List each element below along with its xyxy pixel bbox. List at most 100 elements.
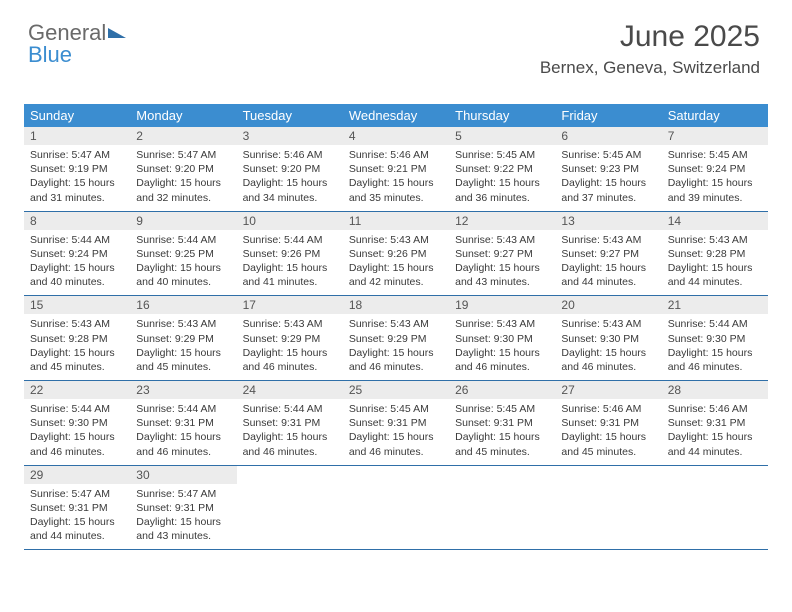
sunrise-value: 5:43 AM [709, 234, 748, 246]
day-number: 24 [237, 381, 343, 399]
calendar-day: 19Sunrise: 5:43 AMSunset: 9:30 PMDayligh… [449, 296, 555, 380]
day-number: 11 [343, 212, 449, 230]
calendar-day: 2Sunrise: 5:47 AMSunset: 9:20 PMDaylight… [130, 127, 236, 211]
daylight-line: Daylight: 15 hours and 43 minutes. [455, 261, 549, 289]
sunrise-label: Sunrise: [243, 318, 282, 330]
day-details: Sunrise: 5:44 AMSunset: 9:30 PMDaylight:… [24, 399, 130, 465]
day-details: Sunrise: 5:43 AMSunset: 9:30 PMDaylight:… [449, 314, 555, 380]
sunset-value: 9:20 PM [175, 163, 214, 175]
daylight-line: Daylight: 15 hours and 44 minutes. [561, 261, 655, 289]
day-details: Sunrise: 5:43 AMSunset: 9:26 PMDaylight:… [343, 230, 449, 296]
day-details: Sunrise: 5:46 AMSunset: 9:31 PMDaylight:… [555, 399, 661, 465]
sunrise-value: 5:43 AM [71, 318, 110, 330]
sunset-line: Sunset: 9:31 PM [561, 416, 655, 430]
day-number: 2 [130, 127, 236, 145]
daylight-label: Daylight: [30, 262, 71, 274]
calendar-day: 30Sunrise: 5:47 AMSunset: 9:31 PMDayligh… [130, 466, 236, 550]
day-details: Sunrise: 5:44 AMSunset: 9:31 PMDaylight:… [237, 399, 343, 465]
page-title: June 2025 [540, 20, 760, 54]
calendar-day: 11Sunrise: 5:43 AMSunset: 9:26 PMDayligh… [343, 212, 449, 296]
sunset-line: Sunset: 9:20 PM [136, 162, 230, 176]
sunrise-value: 5:47 AM [178, 149, 217, 161]
sunset-line: Sunset: 9:22 PM [455, 162, 549, 176]
sunrise-label: Sunrise: [243, 149, 282, 161]
calendar-day: 4Sunrise: 5:46 AMSunset: 9:21 PMDaylight… [343, 127, 449, 211]
sunset-value: 9:26 PM [281, 248, 320, 260]
day-number: 14 [662, 212, 768, 230]
sunset-value: 9:22 PM [494, 163, 533, 175]
sunrise-value: 5:43 AM [603, 318, 642, 330]
sunrise-value: 5:44 AM [284, 403, 323, 415]
sunrise-label: Sunrise: [455, 149, 494, 161]
sunset-line: Sunset: 9:21 PM [349, 162, 443, 176]
weekday-header-cell: Tuesday [237, 104, 343, 127]
sunrise-label: Sunrise: [668, 234, 707, 246]
sunset-label: Sunset: [243, 417, 279, 429]
sunrise-label: Sunrise: [30, 318, 69, 330]
day-details: Sunrise: 5:47 AMSunset: 9:31 PMDaylight:… [130, 484, 236, 550]
calendar-day: 1Sunrise: 5:47 AMSunset: 9:19 PMDaylight… [24, 127, 130, 211]
sunrise-label: Sunrise: [243, 234, 282, 246]
sunrise-label: Sunrise: [455, 234, 494, 246]
sunrise-line: Sunrise: 5:43 AM [668, 233, 762, 247]
sunset-line: Sunset: 9:27 PM [455, 247, 549, 261]
calendar-day: 12Sunrise: 5:43 AMSunset: 9:27 PMDayligh… [449, 212, 555, 296]
daylight-line: Daylight: 15 hours and 37 minutes. [561, 176, 655, 204]
sunrise-label: Sunrise: [668, 318, 707, 330]
logo-triangle-icon [108, 28, 126, 38]
sunrise-line: Sunrise: 5:46 AM [561, 402, 655, 416]
daylight-line: Daylight: 15 hours and 45 minutes. [455, 430, 549, 458]
daylight-label: Daylight: [561, 177, 602, 189]
sunset-value: 9:31 PM [600, 417, 639, 429]
sunrise-line: Sunrise: 5:44 AM [30, 233, 124, 247]
sunrise-value: 5:43 AM [497, 234, 536, 246]
calendar-day: 22Sunrise: 5:44 AMSunset: 9:30 PMDayligh… [24, 381, 130, 465]
sunset-label: Sunset: [136, 248, 172, 260]
sunrise-value: 5:47 AM [178, 488, 217, 500]
day-number: 29 [24, 466, 130, 484]
calendar-day: 3Sunrise: 5:46 AMSunset: 9:20 PMDaylight… [237, 127, 343, 211]
calendar-day [343, 466, 449, 550]
sunset-line: Sunset: 9:31 PM [349, 416, 443, 430]
daylight-line: Daylight: 15 hours and 45 minutes. [136, 346, 230, 374]
day-details: Sunrise: 5:44 AMSunset: 9:25 PMDaylight:… [130, 230, 236, 296]
sunset-value: 9:20 PM [281, 163, 320, 175]
sunset-value: 9:27 PM [600, 248, 639, 260]
day-details: Sunrise: 5:45 AMSunset: 9:24 PMDaylight:… [662, 145, 768, 211]
day-number: 8 [24, 212, 130, 230]
sunrise-line: Sunrise: 5:43 AM [455, 233, 549, 247]
calendar-day: 28Sunrise: 5:46 AMSunset: 9:31 PMDayligh… [662, 381, 768, 465]
sunset-value: 9:24 PM [706, 163, 745, 175]
day-details: Sunrise: 5:43 AMSunset: 9:27 PMDaylight:… [449, 230, 555, 296]
sunset-label: Sunset: [30, 417, 66, 429]
sunrise-value: 5:46 AM [709, 403, 748, 415]
day-details: Sunrise: 5:43 AMSunset: 9:30 PMDaylight:… [555, 314, 661, 380]
sunrise-value: 5:45 AM [497, 403, 536, 415]
sunrise-value: 5:43 AM [390, 234, 429, 246]
sunset-line: Sunset: 9:29 PM [136, 332, 230, 346]
sunset-line: Sunset: 9:25 PM [136, 247, 230, 261]
day-number: 21 [662, 296, 768, 314]
sunrise-line: Sunrise: 5:45 AM [455, 402, 549, 416]
sunrise-label: Sunrise: [349, 318, 388, 330]
sunrise-label: Sunrise: [349, 149, 388, 161]
sunrise-line: Sunrise: 5:43 AM [455, 317, 549, 331]
day-number: 17 [237, 296, 343, 314]
sunrise-line: Sunrise: 5:44 AM [243, 233, 337, 247]
day-number: 1 [24, 127, 130, 145]
calendar-day: 14Sunrise: 5:43 AMSunset: 9:28 PMDayligh… [662, 212, 768, 296]
sunset-value: 9:30 PM [600, 333, 639, 345]
daylight-label: Daylight: [561, 431, 602, 443]
daylight-label: Daylight: [136, 431, 177, 443]
sunrise-line: Sunrise: 5:44 AM [30, 402, 124, 416]
sunset-label: Sunset: [136, 163, 172, 175]
day-details: Sunrise: 5:43 AMSunset: 9:28 PMDaylight:… [662, 230, 768, 296]
sunrise-value: 5:43 AM [603, 234, 642, 246]
day-details: Sunrise: 5:45 AMSunset: 9:31 PMDaylight:… [449, 399, 555, 465]
day-number: 28 [662, 381, 768, 399]
sunrise-label: Sunrise: [136, 149, 175, 161]
sunrise-line: Sunrise: 5:43 AM [349, 233, 443, 247]
sunrise-value: 5:47 AM [71, 149, 110, 161]
sunrise-line: Sunrise: 5:45 AM [561, 148, 655, 162]
calendar-day: 15Sunrise: 5:43 AMSunset: 9:28 PMDayligh… [24, 296, 130, 380]
